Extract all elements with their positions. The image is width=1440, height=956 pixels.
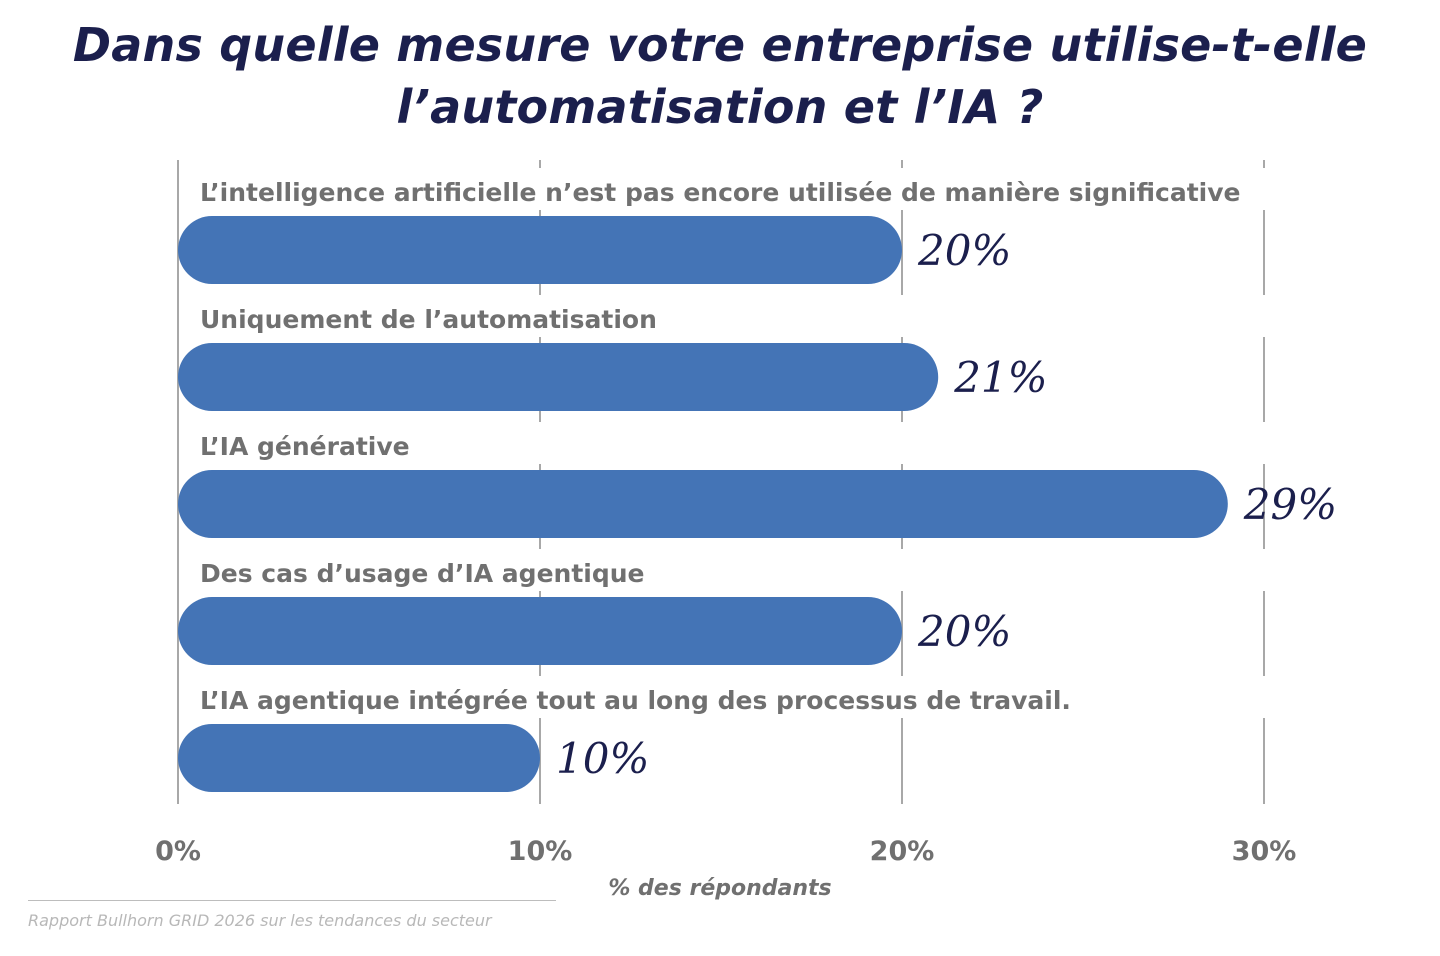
category-label-0: L’intelligence artificielle n’est pas en… bbox=[200, 178, 1241, 207]
category-label-backdrop-3 bbox=[180, 549, 1340, 591]
category-label-3: Des cas d’usage d’IA agentique bbox=[200, 559, 645, 588]
bars: L’intelligence artificielle n’est pas en… bbox=[178, 168, 1340, 792]
source-divider bbox=[28, 900, 556, 901]
chart-title-line-1: Dans quelle mesure votre entreprise util… bbox=[72, 18, 1368, 72]
category-label-backdrop-0 bbox=[180, 168, 1340, 210]
bar-2 bbox=[178, 470, 1228, 538]
bar-3 bbox=[178, 597, 902, 665]
bar-4 bbox=[178, 724, 540, 792]
x-axis-ticks: 0% 10% 20% 30% bbox=[155, 836, 1296, 867]
category-label-backdrop-2 bbox=[180, 422, 1340, 464]
value-label-0: 20% bbox=[917, 226, 1011, 275]
chart-title-line-2: l’automatisation et l’IA ? bbox=[396, 80, 1044, 134]
x-tick-label-3: 30% bbox=[1232, 836, 1297, 867]
value-label-1: 21% bbox=[953, 353, 1047, 402]
value-label-2: 29% bbox=[1243, 480, 1337, 529]
category-label-2: L’IA générative bbox=[200, 432, 410, 461]
value-label-3: 20% bbox=[917, 607, 1011, 656]
x-tick-label-2: 20% bbox=[870, 836, 935, 867]
category-label-backdrop-1 bbox=[180, 295, 1340, 337]
chart-title: Dans quelle mesure votre entreprise util… bbox=[0, 14, 1440, 138]
x-tick-label-0: 0% bbox=[155, 836, 201, 867]
source-note: Rapport Bullhorn GRID 2026 sur les tenda… bbox=[28, 911, 492, 930]
x-axis-title: % des répondants bbox=[608, 876, 832, 901]
category-label-backdrop-4 bbox=[180, 676, 1340, 718]
bar-1 bbox=[178, 343, 939, 411]
category-label-4: L’IA agentique intégrée tout au long des… bbox=[200, 686, 1071, 715]
category-label-1: Uniquement de l’automatisation bbox=[200, 305, 657, 334]
value-label-4: 10% bbox=[556, 734, 649, 783]
bar-0 bbox=[178, 216, 902, 284]
x-tick-label-1: 10% bbox=[508, 836, 573, 867]
